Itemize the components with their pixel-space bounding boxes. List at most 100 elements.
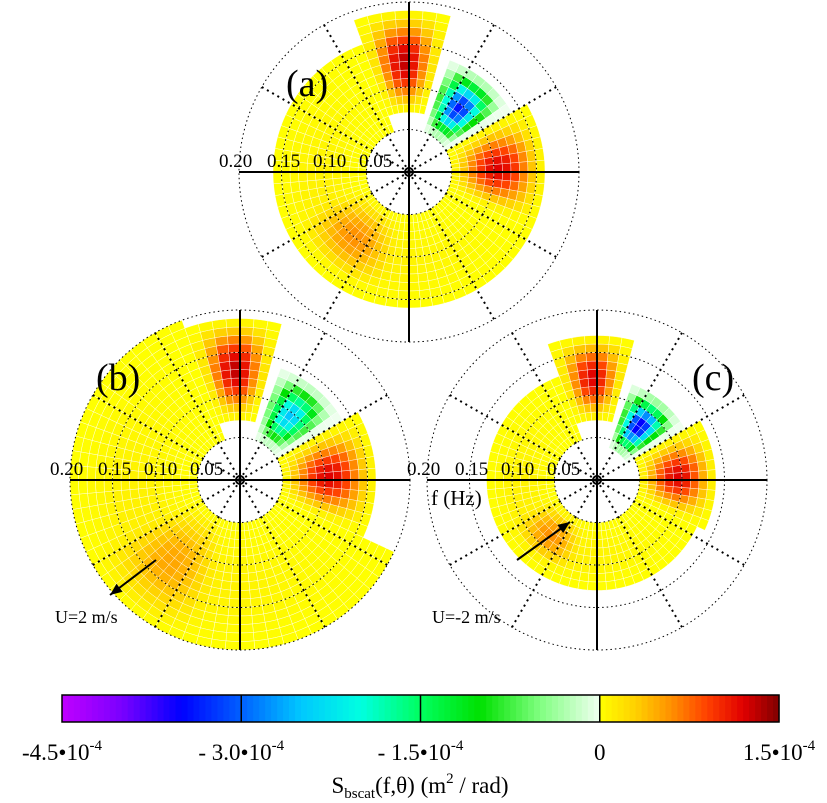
colorbar-segment	[420, 695, 428, 722]
colorbar-segment	[456, 695, 463, 722]
spectrum-cell	[220, 580, 232, 591]
spectrum-cell	[493, 171, 503, 181]
spectrum-cells	[69, 318, 395, 651]
direction-spoke	[154, 479, 241, 628]
spectrum-cell	[227, 606, 241, 617]
spectrum-cell	[315, 171, 325, 181]
direction-spoke	[596, 394, 745, 481]
spectrum-cell	[399, 69, 410, 80]
spectrum-cell	[239, 326, 254, 337]
spectrum-cell	[589, 555, 598, 566]
spectrum-cell	[605, 580, 617, 591]
spectrum-cell	[245, 546, 254, 557]
spectrum-cell	[70, 493, 82, 510]
spectrum-cell	[247, 571, 258, 582]
colorbar-segment	[181, 695, 189, 722]
spectrum-cell	[604, 378, 615, 389]
spectrum-cell	[587, 581, 598, 591]
spectrum-cell	[239, 547, 247, 557]
spectrum-cell	[120, 479, 131, 491]
spectrum-cell	[419, 297, 433, 308]
colorbar-segment	[402, 695, 410, 722]
colorbar-segment	[534, 695, 541, 722]
spectrum-cell	[146, 479, 156, 489]
direction-spoke	[261, 86, 410, 173]
spectrum-cell	[331, 487, 342, 498]
spectrum-cell	[400, 256, 410, 266]
colorbar-segment	[653, 695, 661, 722]
colorbar-segment	[647, 695, 655, 722]
spectrum-cell	[307, 473, 317, 481]
colorbar-segment	[312, 695, 320, 722]
colorbar-segment	[611, 695, 619, 722]
spectrum-cell	[349, 479, 360, 491]
spectrum-cell	[672, 479, 683, 488]
colorbar-segment	[289, 695, 296, 722]
spectrum-cell	[414, 238, 423, 249]
spectrum-cell	[388, 280, 400, 291]
spectrum-cell	[332, 470, 343, 481]
spectrum-cell	[419, 288, 432, 300]
colorbar-segment	[73, 695, 81, 722]
spectrum-cell	[501, 162, 512, 173]
spectrum-cell	[249, 588, 261, 599]
spectrum-cell	[408, 290, 421, 300]
spectrum-cell	[298, 152, 309, 164]
colorbar-segment	[438, 695, 445, 722]
spectrum-cell	[272, 171, 283, 185]
spectrum-cell	[231, 564, 241, 574]
colorbar-segment	[301, 695, 308, 722]
spectrum-cell	[227, 615, 241, 625]
spectrum-cell	[495, 487, 506, 498]
spectrum-cell	[418, 53, 430, 64]
spectrum-cell	[394, 10, 410, 20]
panel-label: (a)	[286, 63, 328, 105]
spectrum-cell	[408, 35, 422, 46]
colorbar-segment	[498, 695, 505, 722]
direction-spoke	[408, 24, 495, 173]
spectrum-cells	[272, 10, 546, 309]
spectrum-cell	[582, 395, 591, 405]
spectrum-cell	[586, 360, 598, 371]
colorbar-segment	[480, 695, 487, 722]
spectrum-cell	[500, 154, 511, 165]
spectrum-cell	[596, 555, 605, 566]
spectrum-cell	[689, 470, 700, 481]
spectrum-cell	[232, 394, 241, 405]
colorbar-segment	[486, 695, 493, 722]
radius-tick-label: 0.20	[219, 151, 252, 172]
colorbar-segment	[629, 695, 637, 722]
spectrum-cell	[129, 460, 140, 472]
spectrum-cell	[517, 151, 528, 163]
spectrum-cell	[604, 571, 615, 582]
colorbar-segment	[725, 695, 732, 722]
spectrum-cell	[253, 396, 263, 407]
colorbar-segment	[115, 695, 123, 722]
spectrum-cell	[401, 247, 410, 258]
spectrum-cell	[226, 623, 241, 634]
spectrum-cell	[226, 326, 241, 337]
spectrum-cell	[307, 479, 317, 487]
colorbar-segment	[199, 695, 206, 722]
direction-spoke	[449, 479, 598, 566]
radius-tick-label: 0.10	[501, 459, 534, 480]
spectrum-cell	[307, 179, 318, 190]
colorbar-segment	[366, 695, 374, 722]
colorbar-segment	[492, 695, 499, 722]
spectrum-cell	[574, 352, 587, 364]
colorbar-segment	[318, 695, 326, 722]
colorbar-segment	[444, 695, 451, 722]
spectrum-cell	[527, 160, 537, 173]
spectrum-cell	[408, 281, 420, 292]
colorbar-segment	[462, 695, 469, 722]
spectrum-cell	[408, 86, 417, 97]
colorbar-segment	[79, 695, 87, 722]
spectrum-cell	[239, 581, 250, 591]
panel-label: (b)	[96, 357, 140, 399]
spectrum-cell	[525, 149, 537, 162]
frequency-axis-label: f (Hz)	[431, 486, 482, 510]
spectrum-cell	[408, 44, 421, 54]
colorbar-segment	[91, 695, 99, 722]
spectrum-cell	[219, 588, 231, 599]
spectrum-cell	[239, 623, 254, 634]
